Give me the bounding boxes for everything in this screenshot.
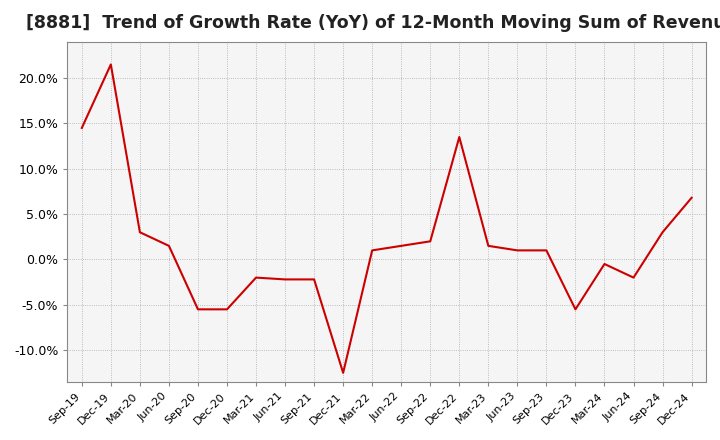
Title: [8881]  Trend of Growth Rate (YoY) of 12-Month Moving Sum of Revenues: [8881] Trend of Growth Rate (YoY) of 12-…: [26, 14, 720, 32]
